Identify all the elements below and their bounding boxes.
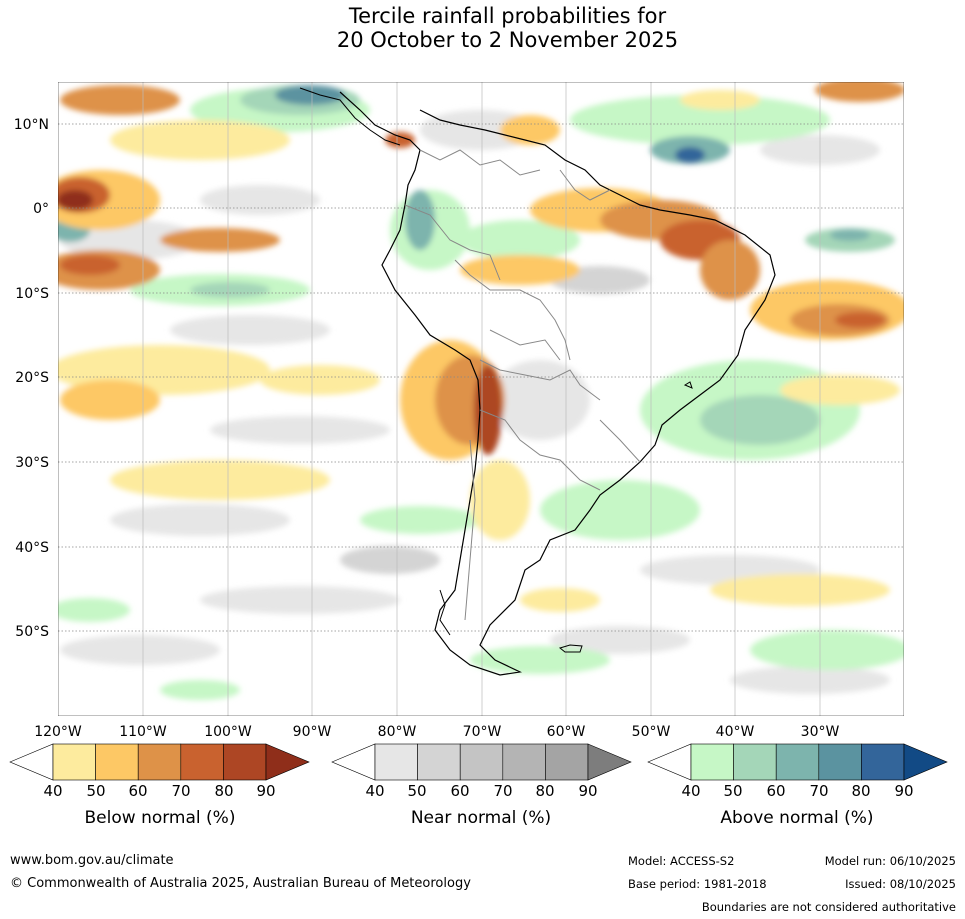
title-line-1: Tercile rainfall probabilities for — [348, 4, 667, 28]
website-link[interactable]: www.bom.gov.au/climate — [10, 853, 174, 868]
colorbar-segment — [775, 743, 820, 781]
issued-text: Issued: 08/10/2025 — [845, 877, 956, 891]
tick-label: 90 — [578, 782, 598, 800]
disclaimer-text: Boundaries are not considered authoritat… — [701, 900, 956, 914]
tick-label: 80 — [851, 782, 871, 800]
tick-label: 60 — [766, 782, 786, 800]
map-title: Tercile rainfall probabilities for 20 Oc… — [0, 4, 965, 52]
lon-label: 60°W — [547, 724, 586, 740]
colorbar-segment — [459, 743, 504, 781]
colorbar-above-normal — [647, 743, 948, 781]
tick-label: 40 — [681, 782, 701, 800]
colorbar-segment — [647, 743, 692, 781]
lon-label: 80°W — [378, 724, 417, 740]
lon-gridlines — [142, 82, 821, 716]
colorbar-segment — [137, 743, 182, 781]
tick-label: 80 — [214, 782, 234, 800]
lat-label: 30°S — [15, 455, 49, 471]
central-america-coastline — [299, 87, 401, 146]
colorbar-segment — [690, 743, 734, 781]
colorbar-segment — [502, 743, 546, 781]
tick-label: 50 — [86, 782, 106, 800]
colorbar-segment — [180, 743, 224, 781]
near-normal-label: Near normal (%) — [410, 808, 552, 828]
tick-label: 70 — [809, 782, 829, 800]
probability-field — [58, 82, 904, 716]
colorbar-near-normal — [331, 743, 632, 781]
tick-label: 40 — [43, 782, 63, 800]
colorbar-segment — [545, 743, 589, 781]
tick-label: 70 — [171, 782, 191, 800]
colorbar-segment — [417, 743, 461, 781]
tick-label: 90 — [894, 782, 914, 800]
above-normal-label: Above normal (%) — [720, 808, 874, 828]
colorbar-segment — [818, 743, 862, 781]
lat-label: 10°N — [14, 117, 49, 133]
colorbar-segment — [331, 743, 376, 781]
tick-label: 50 — [723, 782, 743, 800]
tick-label: 40 — [365, 782, 385, 800]
colorbar-segment — [95, 743, 139, 781]
south-america-coastline — [339, 91, 776, 676]
tick-label: 60 — [450, 782, 470, 800]
lat-label: 0° — [33, 201, 49, 217]
lat-label: 50°S — [15, 624, 49, 640]
colorbar-below-normal — [9, 743, 310, 781]
title-line-2: 20 October to 2 November 2025 — [336, 28, 679, 52]
colorbar-segment — [52, 743, 96, 781]
colorbar-segment — [374, 743, 418, 781]
lon-label: 110°W — [119, 724, 167, 740]
longitude-labels: 120°W 110°W 100°W 90°W 80°W 70°W 60°W 50… — [34, 724, 839, 740]
latitude-labels: 10°N 0° 10°S 20°S 30°S 40°S 50°S — [14, 117, 49, 640]
colorbar-segment — [265, 743, 310, 781]
model-run-text: Model run: 06/10/2025 — [824, 854, 956, 868]
copyright-text: © Commonwealth of Australia 2025, Austra… — [10, 876, 471, 891]
tick-label: 50 — [407, 782, 427, 800]
lat-label: 20°S — [15, 370, 49, 386]
lon-label: 50°W — [632, 724, 671, 740]
lat-gridlines — [58, 123, 904, 632]
lon-label: 120°W — [34, 724, 82, 740]
lon-label: 90°W — [293, 724, 332, 740]
country-borders — [404, 149, 641, 621]
tick-label: 80 — [535, 782, 555, 800]
lon-label: 100°W — [204, 724, 252, 740]
colorbar-segment — [733, 743, 777, 781]
tick-label: 90 — [256, 782, 276, 800]
lat-label: 10°S — [15, 286, 49, 302]
lat-label: 40°S — [15, 540, 49, 556]
model-text: Model: ACCESS-S2 — [628, 854, 735, 868]
base-period-text: Base period: 1981-2018 — [628, 877, 767, 891]
colorbar-segment — [9, 743, 54, 781]
colorbar-segment — [223, 743, 267, 781]
colorbar-segment — [861, 743, 905, 781]
islands — [439, 381, 693, 653]
colorbar-segment — [587, 743, 632, 781]
lon-label: 70°W — [463, 724, 502, 740]
tick-label: 70 — [493, 782, 513, 800]
tick-label: 60 — [128, 782, 148, 800]
below-normal-label: Below normal (%) — [84, 808, 236, 828]
lon-label: 40°W — [716, 724, 755, 740]
lon-label: 30°W — [801, 724, 840, 740]
colorbar-segment — [903, 743, 948, 781]
